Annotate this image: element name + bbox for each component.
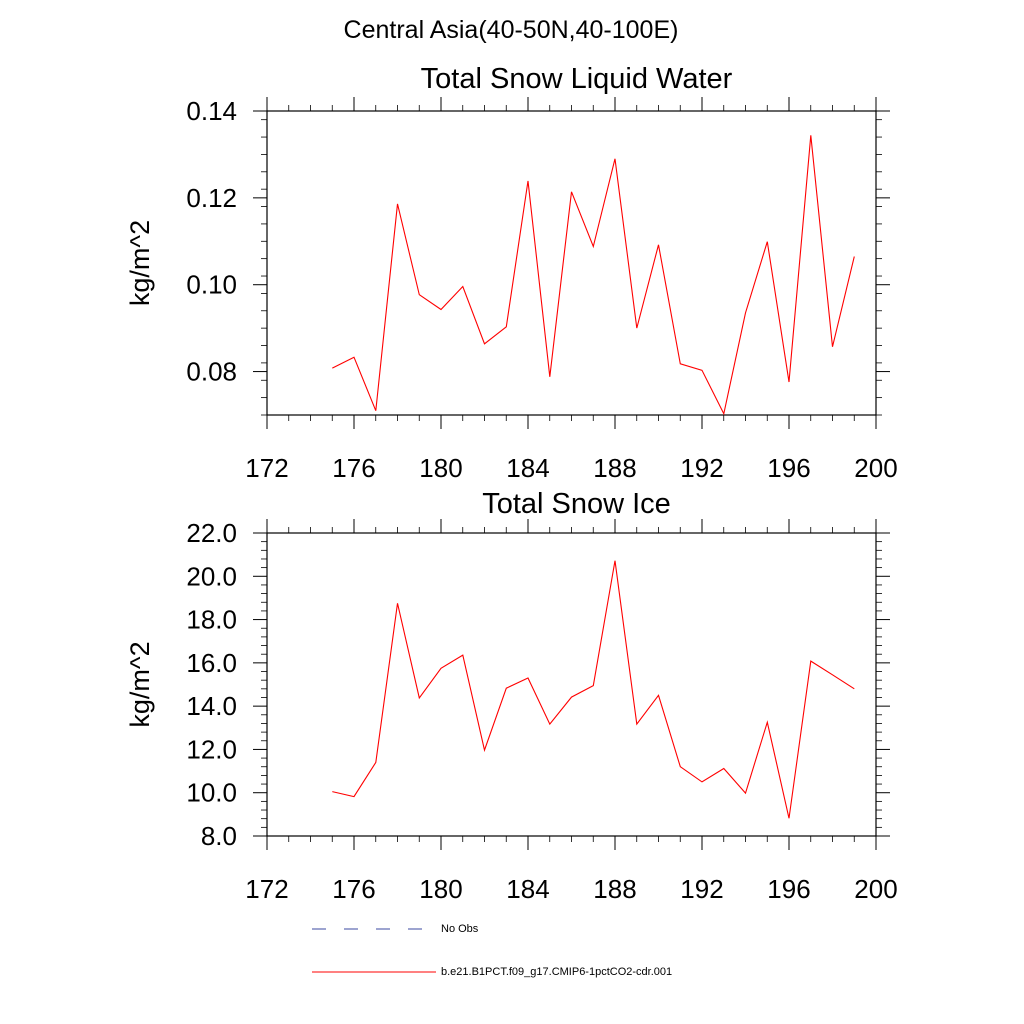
x-tick-label: 196 [767,453,810,483]
chart-title: Total Snow Liquid Water [421,63,733,95]
x-tick-label: 176 [332,453,375,483]
y-axis-label: kg/m^2 [125,641,155,727]
x-tick-label: 184 [506,874,549,904]
x-tick-label: 192 [680,453,723,483]
x-tick-label: 180 [419,874,462,904]
y-tick-label: 0.08 [186,357,237,387]
y-tick-label: 8.0 [201,821,237,851]
x-tick-label: 180 [419,453,462,483]
y-tick-label: 14.0 [186,691,237,721]
figure-title: Central Asia(40-50N,40-100E) [343,16,679,44]
x-tick-label: 196 [767,874,810,904]
chart-panel-snow-ice: 172 176 180 184 188 192 196 200 8.0 10.0 12.0 14.0 1… [125,488,898,904]
y-axis-label: kg/m^2 [125,220,155,306]
y-tick-label: 18.0 [186,605,237,635]
series-line [332,560,855,819]
chart-title: Total Snow Ice [482,488,671,520]
legend-lines [312,928,436,973]
x-tick-label: 176 [332,874,375,904]
y-tick-label: 16.0 [186,648,237,678]
chart-panel-snow-liquid-water: 172 176 180 184 188 192 196 200 0.08 0.10 0.12 0.14… [125,63,898,483]
x-tick-label: 172 [245,453,288,483]
y-tick-label: 0.12 [186,183,237,213]
x-tick-label: 188 [593,453,636,483]
x-tick-label: 184 [506,453,549,483]
y-tick-label: 0.10 [186,270,237,300]
y-tick-label: 0.14 [186,96,237,126]
plot-frame [266,110,877,416]
y-tick-label: 20.0 [186,561,237,591]
x-tick-label: 200 [854,874,897,904]
y-tick-label: 12.0 [186,734,237,764]
y-tick-label: 10.0 [186,778,237,808]
x-tick-label: 188 [593,874,636,904]
x-tick-label: 192 [680,874,723,904]
x-tick-label: 172 [245,874,288,904]
y-tick-label: 22.0 [186,518,237,548]
x-tick-label: 200 [854,453,897,483]
series-line [332,135,855,416]
